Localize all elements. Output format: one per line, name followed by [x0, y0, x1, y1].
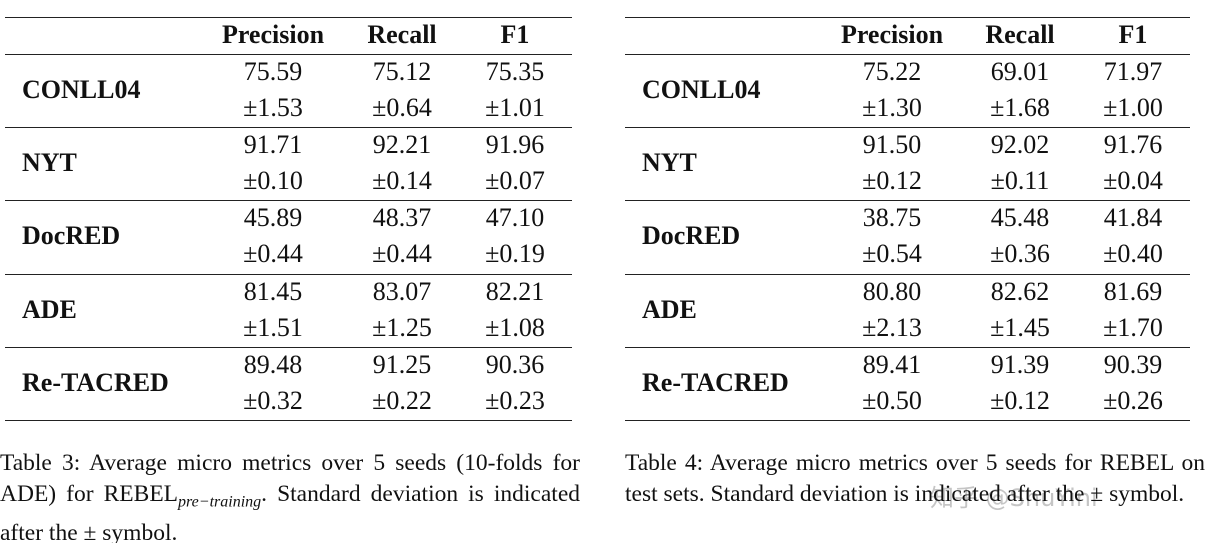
- std-value: ±0.50: [862, 385, 922, 415]
- mean-value: 91.25: [372, 349, 432, 379]
- caption-text: Table 3: Average micro metrics over 5 se…: [0, 450, 580, 507]
- rule: [5, 54, 572, 55]
- rule: [625, 420, 1190, 421]
- std-value: ±1.08: [485, 312, 545, 342]
- rule: [5, 347, 572, 348]
- std-value: ±1.51: [243, 312, 303, 342]
- std-value: ±0.22: [372, 385, 432, 415]
- column-header: Precision: [840, 20, 944, 49]
- mean-value: 75.22: [862, 57, 922, 86]
- caption: Table 3: Average micro metrics over 5 se…: [0, 448, 580, 543]
- caption: Table 4: Average micro metrics over 5 se…: [625, 448, 1205, 510]
- column-header: Recall: [985, 20, 1055, 49]
- rule: [625, 127, 1190, 128]
- mean-value: 75.12: [372, 57, 432, 86]
- rule: [625, 200, 1190, 201]
- mean-value: 47.10: [485, 203, 545, 233]
- mean-value: 71.97: [1103, 57, 1163, 86]
- mean-value: 82.21: [485, 276, 545, 306]
- std-value: ±2.13: [862, 312, 922, 342]
- rule: [5, 127, 572, 128]
- mean-value: 91.96: [485, 130, 545, 160]
- row-name: Re-TACRED: [642, 367, 789, 397]
- rule: [625, 54, 1190, 55]
- row-name: DocRED: [642, 221, 741, 251]
- row-name: ADE: [642, 294, 697, 324]
- mean-value: 91.50: [862, 130, 922, 160]
- rule: [5, 17, 572, 18]
- std-value: ±0.44: [372, 239, 432, 269]
- std-value: ±0.54: [862, 239, 922, 269]
- std-value: ±1.25: [372, 312, 432, 342]
- column-header: Precision: [221, 20, 325, 49]
- std-value: ±1.01: [485, 93, 545, 122]
- rule: [625, 17, 1190, 18]
- row-name: CONLL04: [22, 75, 141, 104]
- column-header: Recall: [367, 20, 437, 49]
- column-header: F1: [1118, 20, 1148, 49]
- std-value: ±0.64: [372, 93, 432, 122]
- std-value: ±0.36: [990, 239, 1050, 269]
- mean-value: 75.59: [243, 57, 303, 86]
- mean-value: 75.35: [485, 57, 545, 86]
- std-value: ±0.07: [485, 166, 545, 196]
- std-value: ±0.14: [372, 166, 432, 196]
- std-value: ±0.26: [1103, 385, 1163, 415]
- std-value: ±0.10: [243, 166, 303, 196]
- rule: [5, 420, 572, 421]
- mean-value: 91.39: [990, 349, 1050, 379]
- rule: [5, 274, 572, 275]
- mean-value: 48.37: [372, 203, 432, 233]
- mean-value: 90.39: [1103, 349, 1163, 379]
- std-value: ±1.70: [1103, 312, 1163, 342]
- caption-subscript: pre−training: [178, 493, 262, 511]
- mean-value: 82.62: [990, 276, 1050, 306]
- mean-value: 90.36: [485, 349, 545, 379]
- mean-value: 81.69: [1103, 276, 1163, 306]
- rule: [5, 200, 572, 201]
- std-value: ±1.00: [1103, 93, 1163, 122]
- mean-value: 91.71: [243, 130, 303, 160]
- mean-value: 92.02: [990, 130, 1050, 160]
- mean-value: 38.75: [862, 203, 922, 233]
- std-value: ±1.30: [862, 93, 922, 122]
- std-value: ±0.12: [990, 385, 1050, 415]
- mean-value: 89.48: [243, 349, 303, 379]
- row-name: ADE: [22, 294, 77, 324]
- rule: [625, 274, 1190, 275]
- caption-text: . Standard deviation is indicated after …: [0, 481, 580, 543]
- std-value: ±0.12: [862, 166, 922, 196]
- mean-value: 80.80: [862, 276, 922, 306]
- mean-value: 69.01: [990, 57, 1050, 86]
- mean-value: 89.41: [862, 349, 922, 379]
- std-value: ±0.40: [1103, 239, 1163, 269]
- std-value: ±0.11: [990, 166, 1050, 196]
- std-value: ±0.04: [1103, 166, 1163, 196]
- row-name: DocRED: [22, 221, 121, 251]
- mean-value: 81.45: [243, 276, 303, 306]
- caption-text: Table 4: Average micro metrics over 5 se…: [625, 450, 1205, 507]
- std-value: ±1.45: [990, 312, 1050, 342]
- std-value: ±1.68: [990, 93, 1050, 122]
- mean-value: 45.89: [243, 203, 303, 233]
- std-value: ±0.32: [243, 385, 303, 415]
- row-name: Re-TACRED: [22, 367, 169, 397]
- column-header: F1: [500, 20, 530, 49]
- row-name: CONLL04: [642, 75, 761, 104]
- watermark: 知乎 @ShuYini: [930, 484, 1098, 512]
- mean-value: 92.21: [372, 130, 432, 160]
- std-value: ±1.53: [243, 93, 303, 122]
- mean-value: 45.48: [990, 203, 1050, 233]
- std-value: ±0.23: [485, 385, 545, 415]
- std-value: ±0.19: [485, 239, 545, 269]
- mean-value: 83.07: [372, 276, 432, 306]
- row-name: NYT: [22, 148, 77, 178]
- rule: [625, 347, 1190, 348]
- mean-value: 91.76: [1103, 130, 1163, 160]
- row-name: NYT: [642, 148, 697, 178]
- mean-value: 41.84: [1103, 203, 1163, 233]
- std-value: ±0.44: [243, 239, 303, 269]
